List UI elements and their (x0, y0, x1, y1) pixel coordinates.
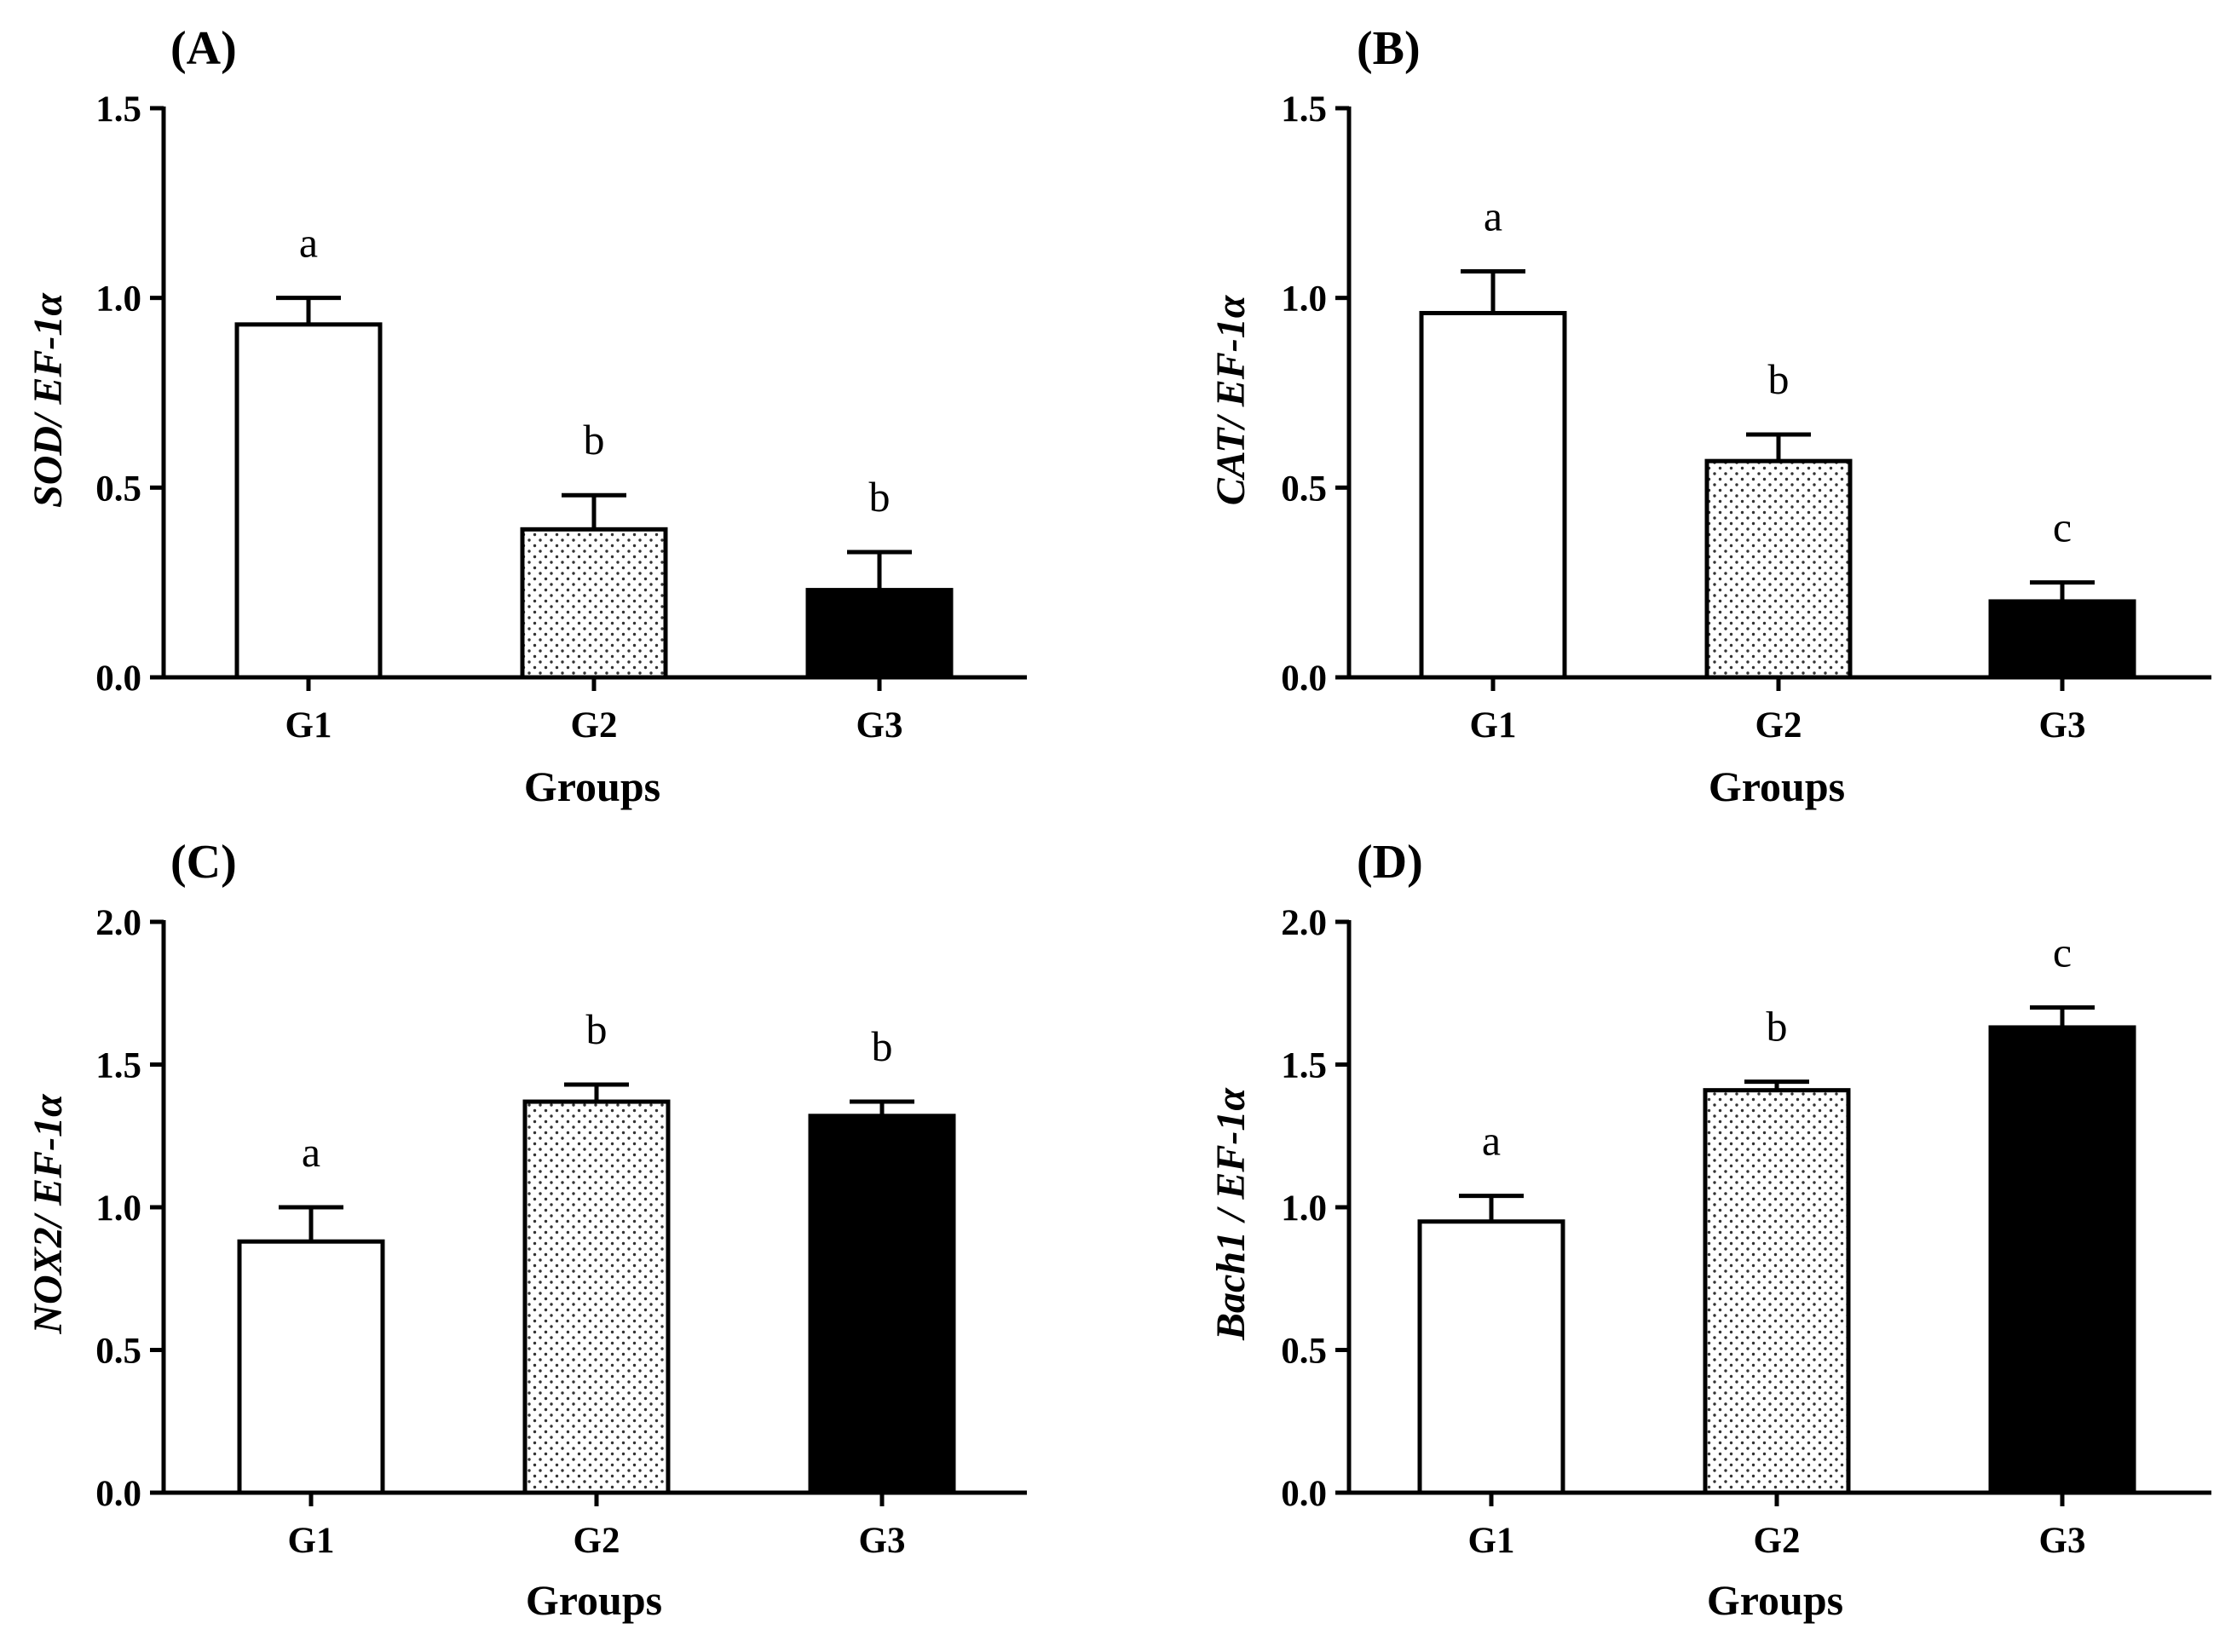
panel-c-y-axis-title: NOX2/ EF-1α (26, 1093, 71, 1335)
panel-b-label: (B) (1357, 22, 1421, 75)
panel-b-category-label-g1: G1 (1470, 705, 1517, 745)
panel-c-bar-g2 (522, 1099, 671, 1495)
panel-c-bar-g3 (808, 1114, 956, 1495)
panel-c-y-tick-label: 2.0 (95, 903, 141, 943)
panel-a-significance-letter-g3: b (869, 473, 891, 521)
panel-c: (C) NOX2/ EF-1α Groups 0.0 0.5 1.0 1.5 2.0 G1… (26, 836, 1027, 1624)
panel-a-bar-g1 (234, 322, 383, 680)
panel-d-category-label-g2: G2 (1754, 1521, 1801, 1561)
panel-b-y-tick-label: 1.0 (1281, 279, 1327, 319)
panel-a-y-axis-title: SOD/ EF-1α (26, 292, 71, 508)
panel-b-significance-letter-g3: c (2053, 504, 2072, 551)
panel-b-bar-g3 (1988, 599, 2136, 680)
panel-a-x-axis-title: Groups (524, 763, 660, 810)
panel-b-y-axis-title: CAT/ EF-1α (1208, 294, 1254, 505)
panel-d-significance-letter-g1: a (1482, 1117, 1501, 1165)
panel-a-bar-g2 (520, 527, 668, 680)
panel-a-y-tick-label: 1.5 (95, 89, 141, 130)
panel-b-bar-g2 (1704, 458, 1853, 680)
panel-d-category-label-g1: G1 (1468, 1521, 1515, 1561)
panel-a-y-tick-label: 0.5 (95, 469, 141, 509)
panel-b-y-tick-label: 0.0 (1281, 659, 1327, 699)
panel-c-label: (C) (170, 836, 237, 889)
panel-b-y-tick-label: 0.5 (1281, 469, 1327, 509)
panel-c-category-label-g1: G1 (288, 1521, 335, 1561)
panel-a-bar-g3 (805, 588, 954, 680)
panel-b-significance-letter-g1: a (1484, 192, 1502, 239)
panel-b-significance-letter-g2: b (1768, 355, 1790, 403)
panel-c-y-tick-label: 1.0 (95, 1189, 141, 1229)
panel-d-y-axis-title: Bach1 / EF-1α (1208, 1087, 1254, 1341)
panel-c-x-axis-title: Groups (526, 1576, 662, 1624)
panel-b-y-tick-label: 1.5 (1281, 89, 1327, 130)
panel-b: (B) CAT/ EF-1α Groups 0.0 0.5 1.0 1.5 G1 a G2 b… (1208, 22, 2211, 810)
panel-c-bar-g1 (237, 1239, 385, 1495)
panel-d-y-tick-label: 0.0 (1281, 1474, 1327, 1514)
panel-c-y-tick-label: 0.5 (95, 1332, 141, 1372)
panel-a-significance-letter-g1: a (299, 219, 318, 267)
panel-a-category-label-g1: G1 (285, 705, 332, 745)
panel-b-x-axis-title: Groups (1709, 763, 1845, 810)
panel-c-significance-letter-g1: a (302, 1128, 320, 1176)
panel-a-y-tick-label: 0.0 (95, 659, 141, 699)
panel-d-x-axis-title: Groups (1707, 1576, 1843, 1624)
panel-a-category-label-g2: G2 (571, 705, 618, 745)
panel-b-category-label-g3: G3 (2039, 705, 2086, 745)
panel-a-significance-letter-g2: b (584, 416, 605, 463)
panel-d-y-tick-label: 1.0 (1281, 1189, 1327, 1229)
panel-b-bar-g1 (1419, 310, 1567, 680)
panel-c-y-tick-label: 1.5 (95, 1046, 141, 1086)
panel-d-significance-letter-g3: c (2053, 929, 2072, 976)
panel-d-label: (D) (1357, 836, 1423, 889)
panel-d: (D) Bach1 / EF-1α Groups 0.0 0.5 1.0 1.5 2.0… (1208, 836, 2211, 1624)
panel-c-category-label-g2: G2 (574, 1521, 620, 1561)
panel-d-bar-g2 (1703, 1088, 1851, 1495)
panel-a: (A) SOD/ EF-1α Groups 0.0 0.5 1.0 1.5 G1 a G2 b… (26, 22, 1027, 810)
panel-c-significance-letter-g3: b (872, 1022, 893, 1070)
panel-d-category-label-g3: G3 (2039, 1521, 2086, 1561)
panel-d-significance-letter-g2: b (1767, 1003, 1788, 1050)
panel-a-y-tick-label: 1.0 (95, 279, 141, 319)
panel-b-category-label-g2: G2 (1755, 705, 1802, 745)
panel-a-label: (A) (170, 22, 237, 75)
panel-d-y-tick-label: 2.0 (1281, 903, 1327, 943)
panel-d-bar-g1 (1417, 1219, 1565, 1495)
panel-a-category-label-g3: G3 (856, 705, 903, 745)
panel-d-y-tick-label: 1.5 (1281, 1046, 1327, 1086)
panel-d-bar-g3 (1988, 1025, 2136, 1495)
panel-c-category-label-g3: G3 (859, 1521, 906, 1561)
panel-c-significance-letter-g2: b (586, 1005, 608, 1053)
panel-c-y-tick-label: 0.0 (95, 1474, 141, 1514)
panel-d-y-tick-label: 0.5 (1281, 1332, 1327, 1372)
